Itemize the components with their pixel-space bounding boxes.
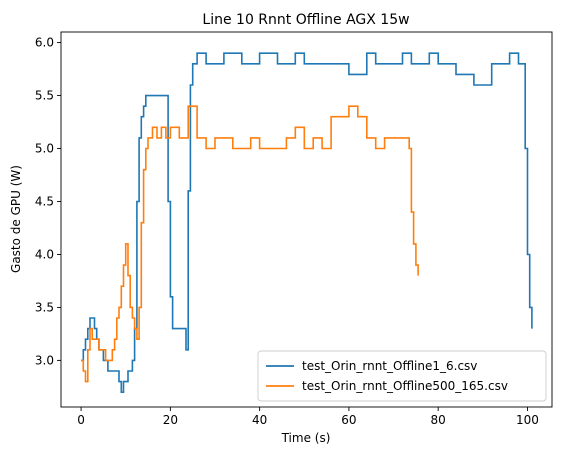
legend-label-2: test_Orin_rnnt_Offline500_165.csv bbox=[302, 379, 508, 393]
x-tick-label: 20 bbox=[163, 413, 178, 427]
legend-label-1: test_Orin_rnnt_Offline1_6.csv bbox=[302, 359, 477, 373]
y-tick-label: 3.5 bbox=[35, 300, 54, 314]
series-line-2 bbox=[81, 105, 419, 383]
series-line-1 bbox=[81, 52, 533, 394]
x-tick-label: 60 bbox=[341, 413, 356, 427]
y-tick-label: 5.5 bbox=[35, 89, 54, 103]
chart-title: Line 10 Rnnt Offline AGX 15w bbox=[202, 12, 409, 28]
x-tick-label: 100 bbox=[516, 413, 539, 427]
y-tick-label: 4.0 bbox=[35, 247, 54, 261]
legend: test_Orin_rnnt_Offline1_6.csv test_Orin_r… bbox=[257, 350, 547, 402]
x-tick-label: 0 bbox=[77, 413, 85, 427]
x-axis: 0 20 40 60 80 100 bbox=[77, 407, 539, 427]
plot-area bbox=[60, 31, 553, 408]
x-axis-title: Time (s) bbox=[281, 431, 331, 445]
x-tick-label: 80 bbox=[431, 413, 446, 427]
plot-frame bbox=[60, 31, 553, 408]
y-axis: 3.0 3.5 4.0 4.5 5.0 5.5 6.0 bbox=[35, 36, 61, 367]
y-tick-label: 4.5 bbox=[35, 194, 54, 208]
y-tick-label: 6.0 bbox=[35, 36, 54, 50]
y-axis-title: Gasto de GPU (W) bbox=[9, 165, 23, 273]
y-tick-label: 5.0 bbox=[35, 142, 54, 156]
legend-box bbox=[257, 350, 547, 402]
x-tick-label: 40 bbox=[252, 413, 267, 427]
y-tick-label: 3.0 bbox=[35, 353, 54, 367]
